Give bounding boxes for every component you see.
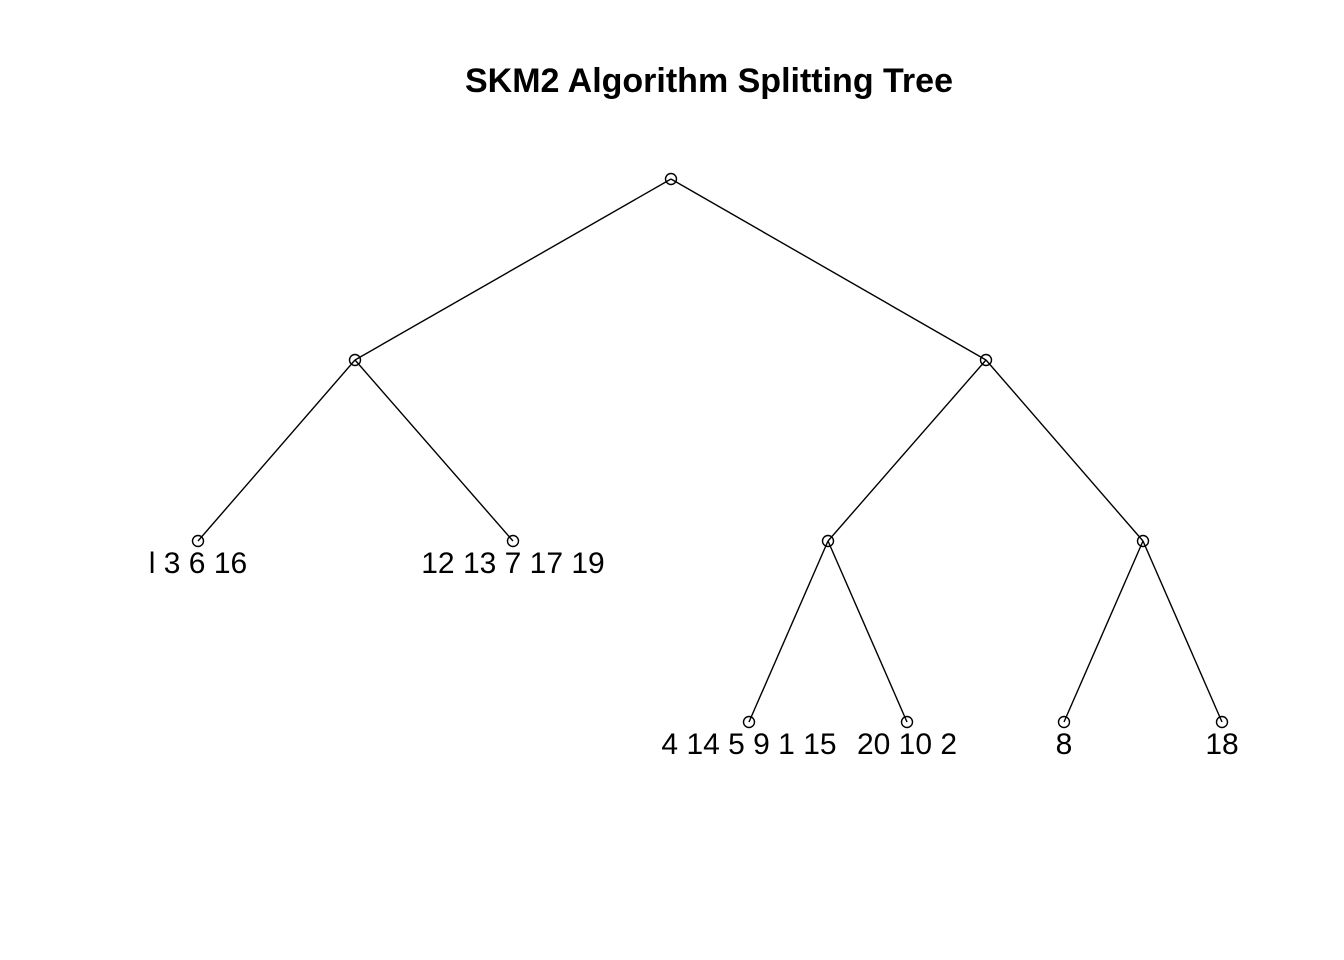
leaf-label-leaf-e: 8: [1056, 728, 1073, 761]
leaf-label-leaf-f: 18: [1205, 728, 1238, 761]
tree-node-n-rl: [821, 534, 835, 548]
leaf-labels: l 3 6 16 12 13 7 17 19 4 14 5 9 1 15 20 10 …: [149, 547, 1239, 761]
tree-node-leaf-b: [506, 534, 520, 548]
edge-n-rl-to-leaf-c: [748, 540, 829, 723]
edge-root-to-n-right: [670, 178, 987, 361]
edge-n-rr-to-leaf-e: [1063, 540, 1144, 723]
edge-n-left-to-leaf-b: [354, 359, 514, 542]
leaf-label-leaf-d: 20 10 2: [857, 728, 957, 761]
tree-node-n-right: [979, 353, 993, 367]
leaf-label-leaf-b: 12 13 7 17 19: [421, 547, 605, 580]
tree-node-leaf-c: [742, 715, 756, 729]
edge-n-right-to-n-rr: [985, 359, 1144, 542]
tree-node-leaf-e: [1057, 715, 1071, 729]
leaf-label-leaf-a: l 3 6 16: [149, 547, 247, 580]
tree-node-leaf-a: [191, 534, 205, 548]
tree-node-root: [664, 172, 678, 186]
tree-node-leaf-f: [1215, 715, 1229, 729]
tree-edges: [197, 178, 1223, 723]
edge-n-right-to-n-rl: [827, 359, 987, 542]
edge-n-left-to-leaf-a: [197, 359, 356, 542]
tree-node-leaf-d: [900, 715, 914, 729]
diagram-title: SKM2 Algorithm Splitting Tree: [465, 62, 953, 100]
tree-node-n-rr: [1136, 534, 1150, 548]
tree-nodes: [191, 172, 1229, 729]
edge-n-rr-to-leaf-f: [1142, 540, 1223, 723]
leaf-label-leaf-c: 4 14 5 9 1 15: [661, 728, 836, 761]
edge-n-rl-to-leaf-d: [827, 540, 908, 723]
tree-node-n-left: [348, 353, 362, 367]
edge-root-to-n-left: [354, 178, 672, 361]
